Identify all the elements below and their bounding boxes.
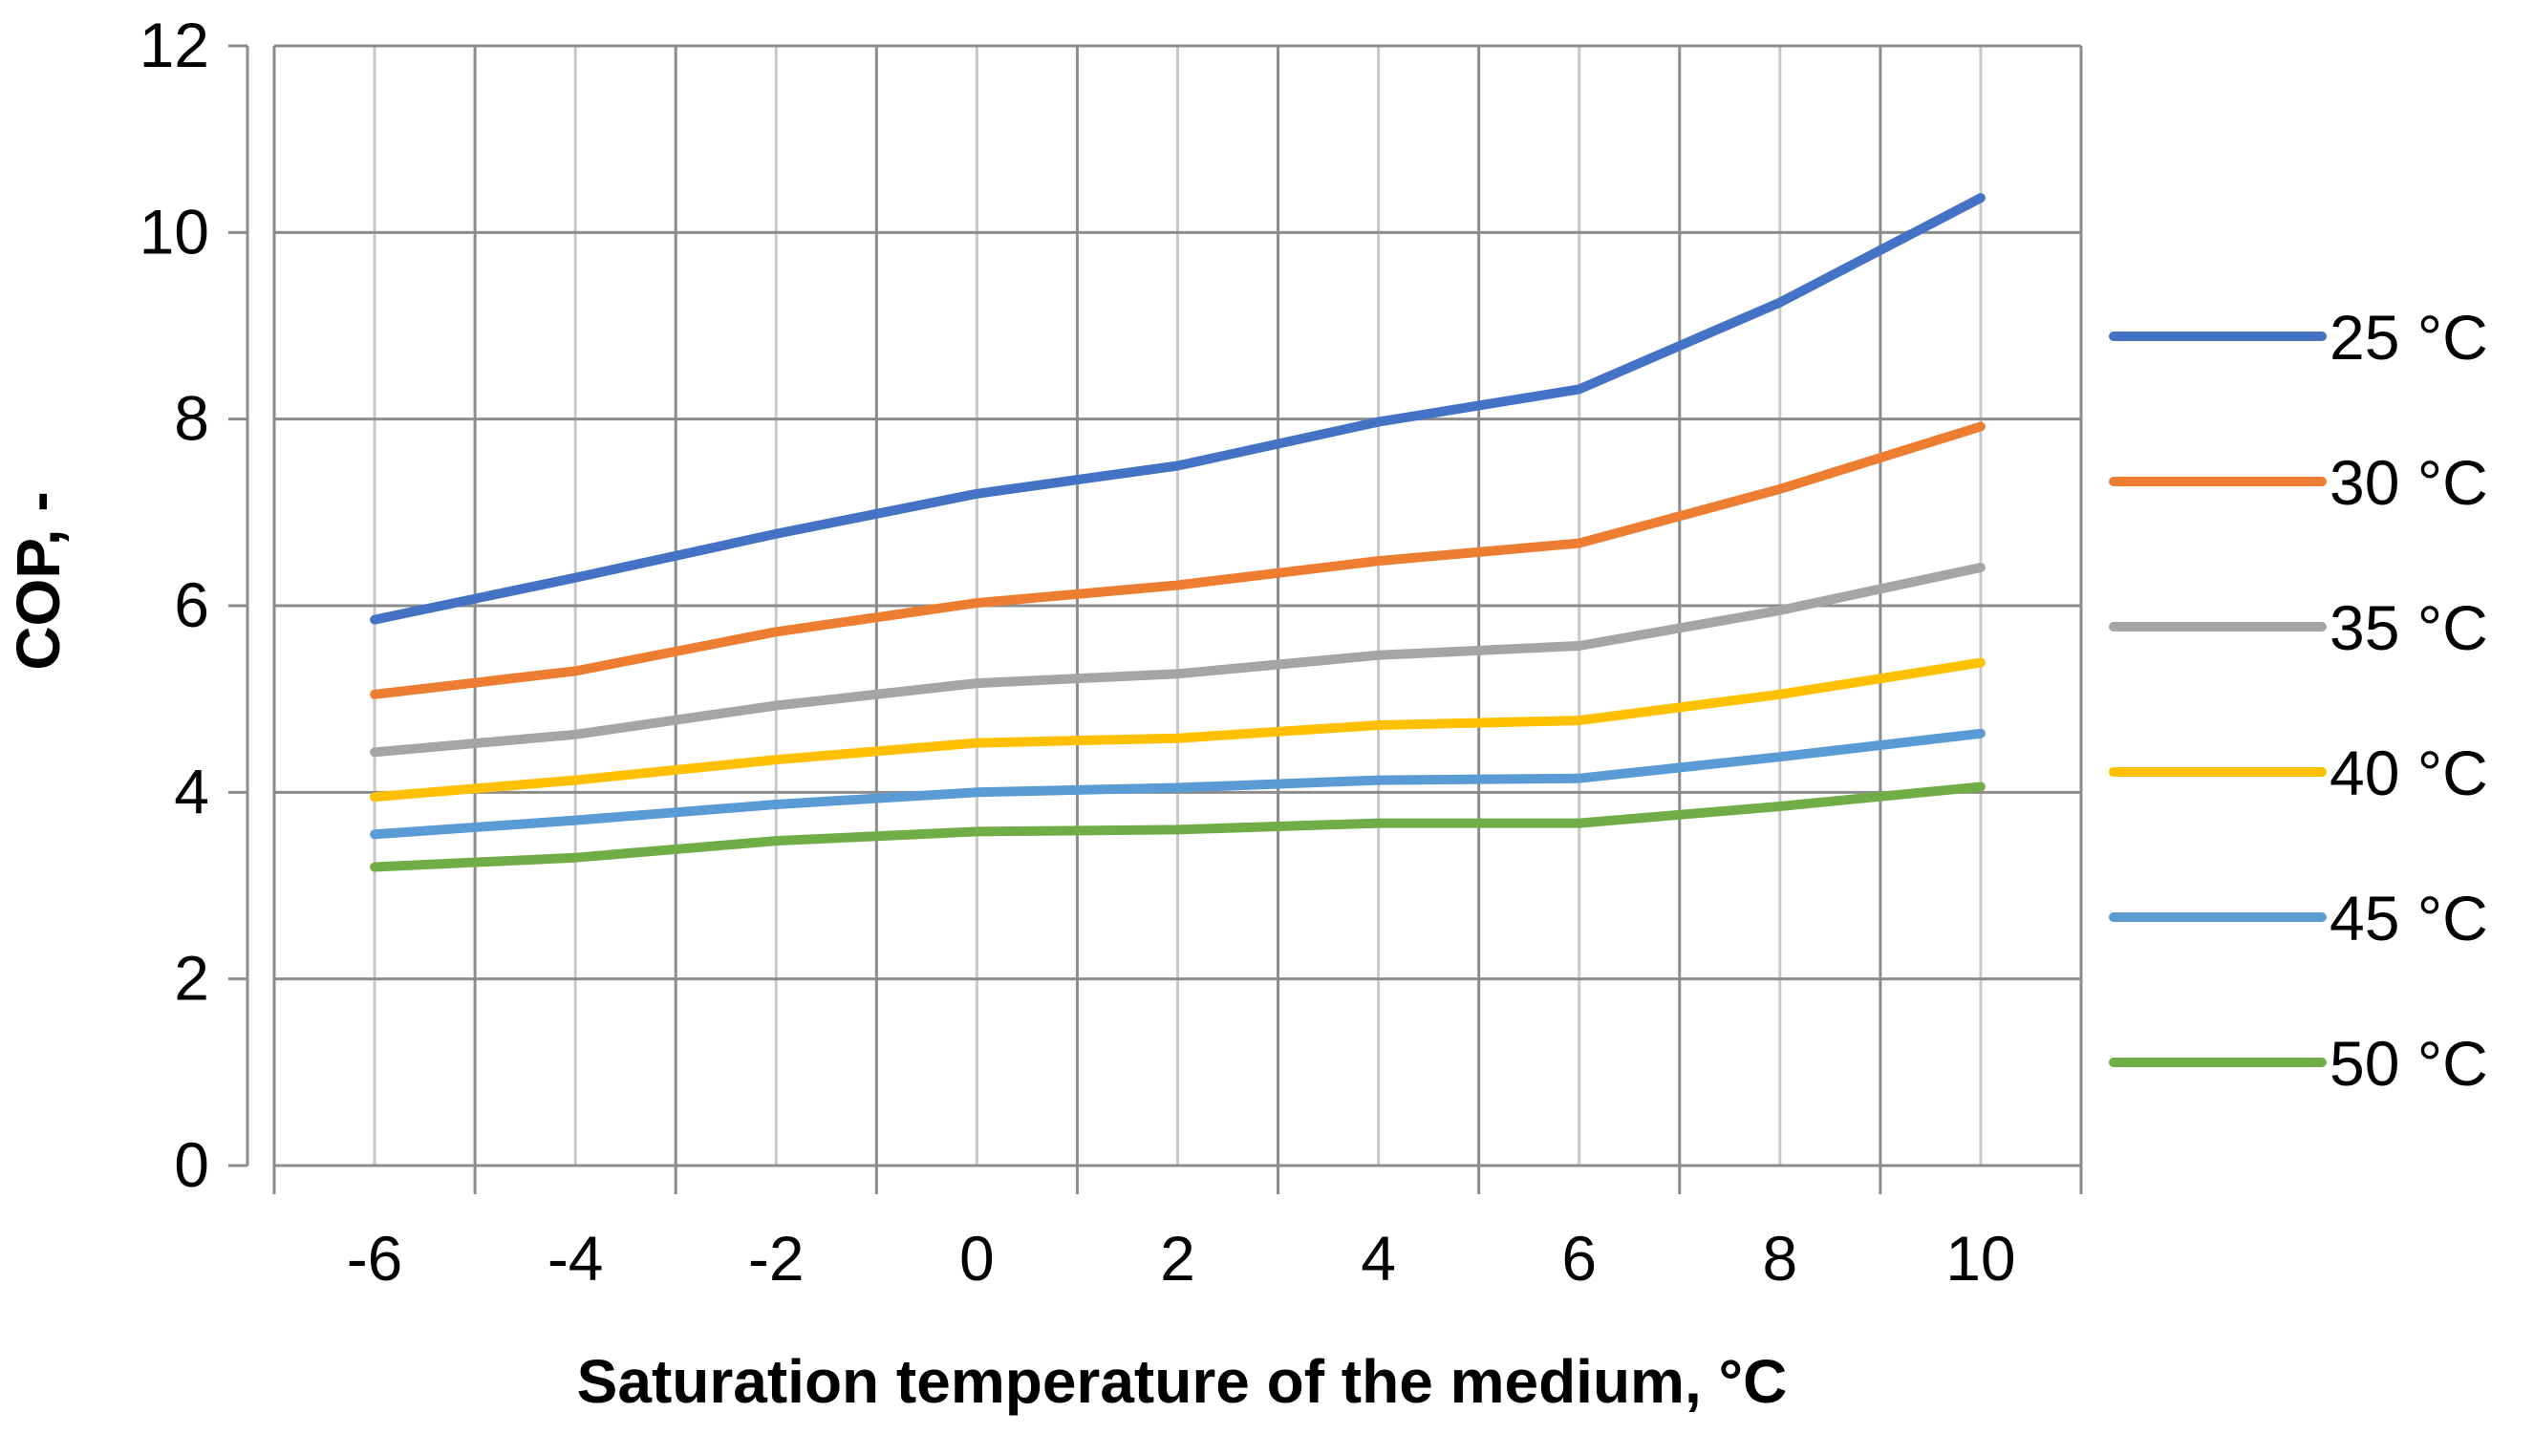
y-axis-title: COP, -: [4, 491, 73, 670]
y-tick-label: 8: [174, 383, 209, 454]
x-axis-title: Saturation temperature of the medium, °C: [577, 1347, 1788, 1416]
legend-label: 35 °C: [2330, 592, 2488, 663]
x-tick-label: 4: [1361, 1223, 1396, 1294]
series-line-50c: [370, 782, 1986, 872]
series-line-40c: [370, 657, 1986, 803]
series-lines: [370, 193, 1986, 872]
x-tick-label: -2: [748, 1223, 805, 1294]
x-tick-label: 6: [1561, 1223, 1597, 1294]
series-line-25c: [370, 193, 1986, 625]
legend-label: 50 °C: [2330, 1028, 2488, 1099]
series-line-30c: [370, 421, 1986, 699]
x-tick-label: -4: [548, 1223, 604, 1294]
x-tick-label: 2: [1160, 1223, 1195, 1294]
y-tick-label: 6: [174, 569, 209, 640]
y-tick-label: 10: [140, 196, 209, 267]
y-tick-label: 4: [174, 756, 209, 826]
x-tick-label: 8: [1762, 1223, 1797, 1294]
axes: [228, 44, 2083, 1194]
series-line-45c: [370, 728, 1986, 840]
legend-label: 25 °C: [2330, 302, 2488, 373]
legend-label: 45 °C: [2330, 883, 2488, 953]
x-tick-label: 10: [1945, 1223, 2015, 1294]
tick-labels: 0 2 4 6 8 10 12 -6 -4 -2 0 2 4 6 8 10: [140, 10, 2016, 1294]
legend-label: 40 °C: [2330, 738, 2488, 808]
x-tick-label: 0: [959, 1223, 995, 1294]
y-tick-label: 12: [140, 10, 209, 80]
series-line-35c: [370, 563, 1986, 758]
legend-label: 30 °C: [2330, 447, 2488, 518]
y-tick-label: 0: [174, 1129, 209, 1200]
y-tick-label: 2: [174, 943, 209, 1014]
x-tick-label: -6: [347, 1223, 403, 1294]
legend: 25 °C 30 °C 35 °C 40 °C 45 °C 50 °C: [2109, 302, 2488, 1099]
